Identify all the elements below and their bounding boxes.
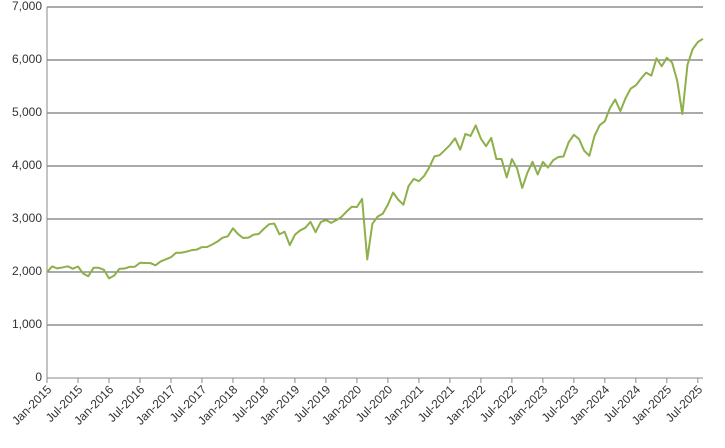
data-line: [46, 37, 704, 280]
y-tick-label: 4,000: [12, 158, 42, 172]
y-tick-label: 0: [35, 370, 42, 384]
y-tick-label: 5,000: [12, 105, 42, 119]
y-tick-label: 1,000: [12, 317, 42, 331]
y-tick-label: 3,000: [12, 211, 42, 225]
y-tick-label: 2,000: [12, 264, 42, 278]
y-tick-label: 6,000: [12, 52, 42, 66]
y-tick-label: 7,000: [12, 0, 42, 13]
